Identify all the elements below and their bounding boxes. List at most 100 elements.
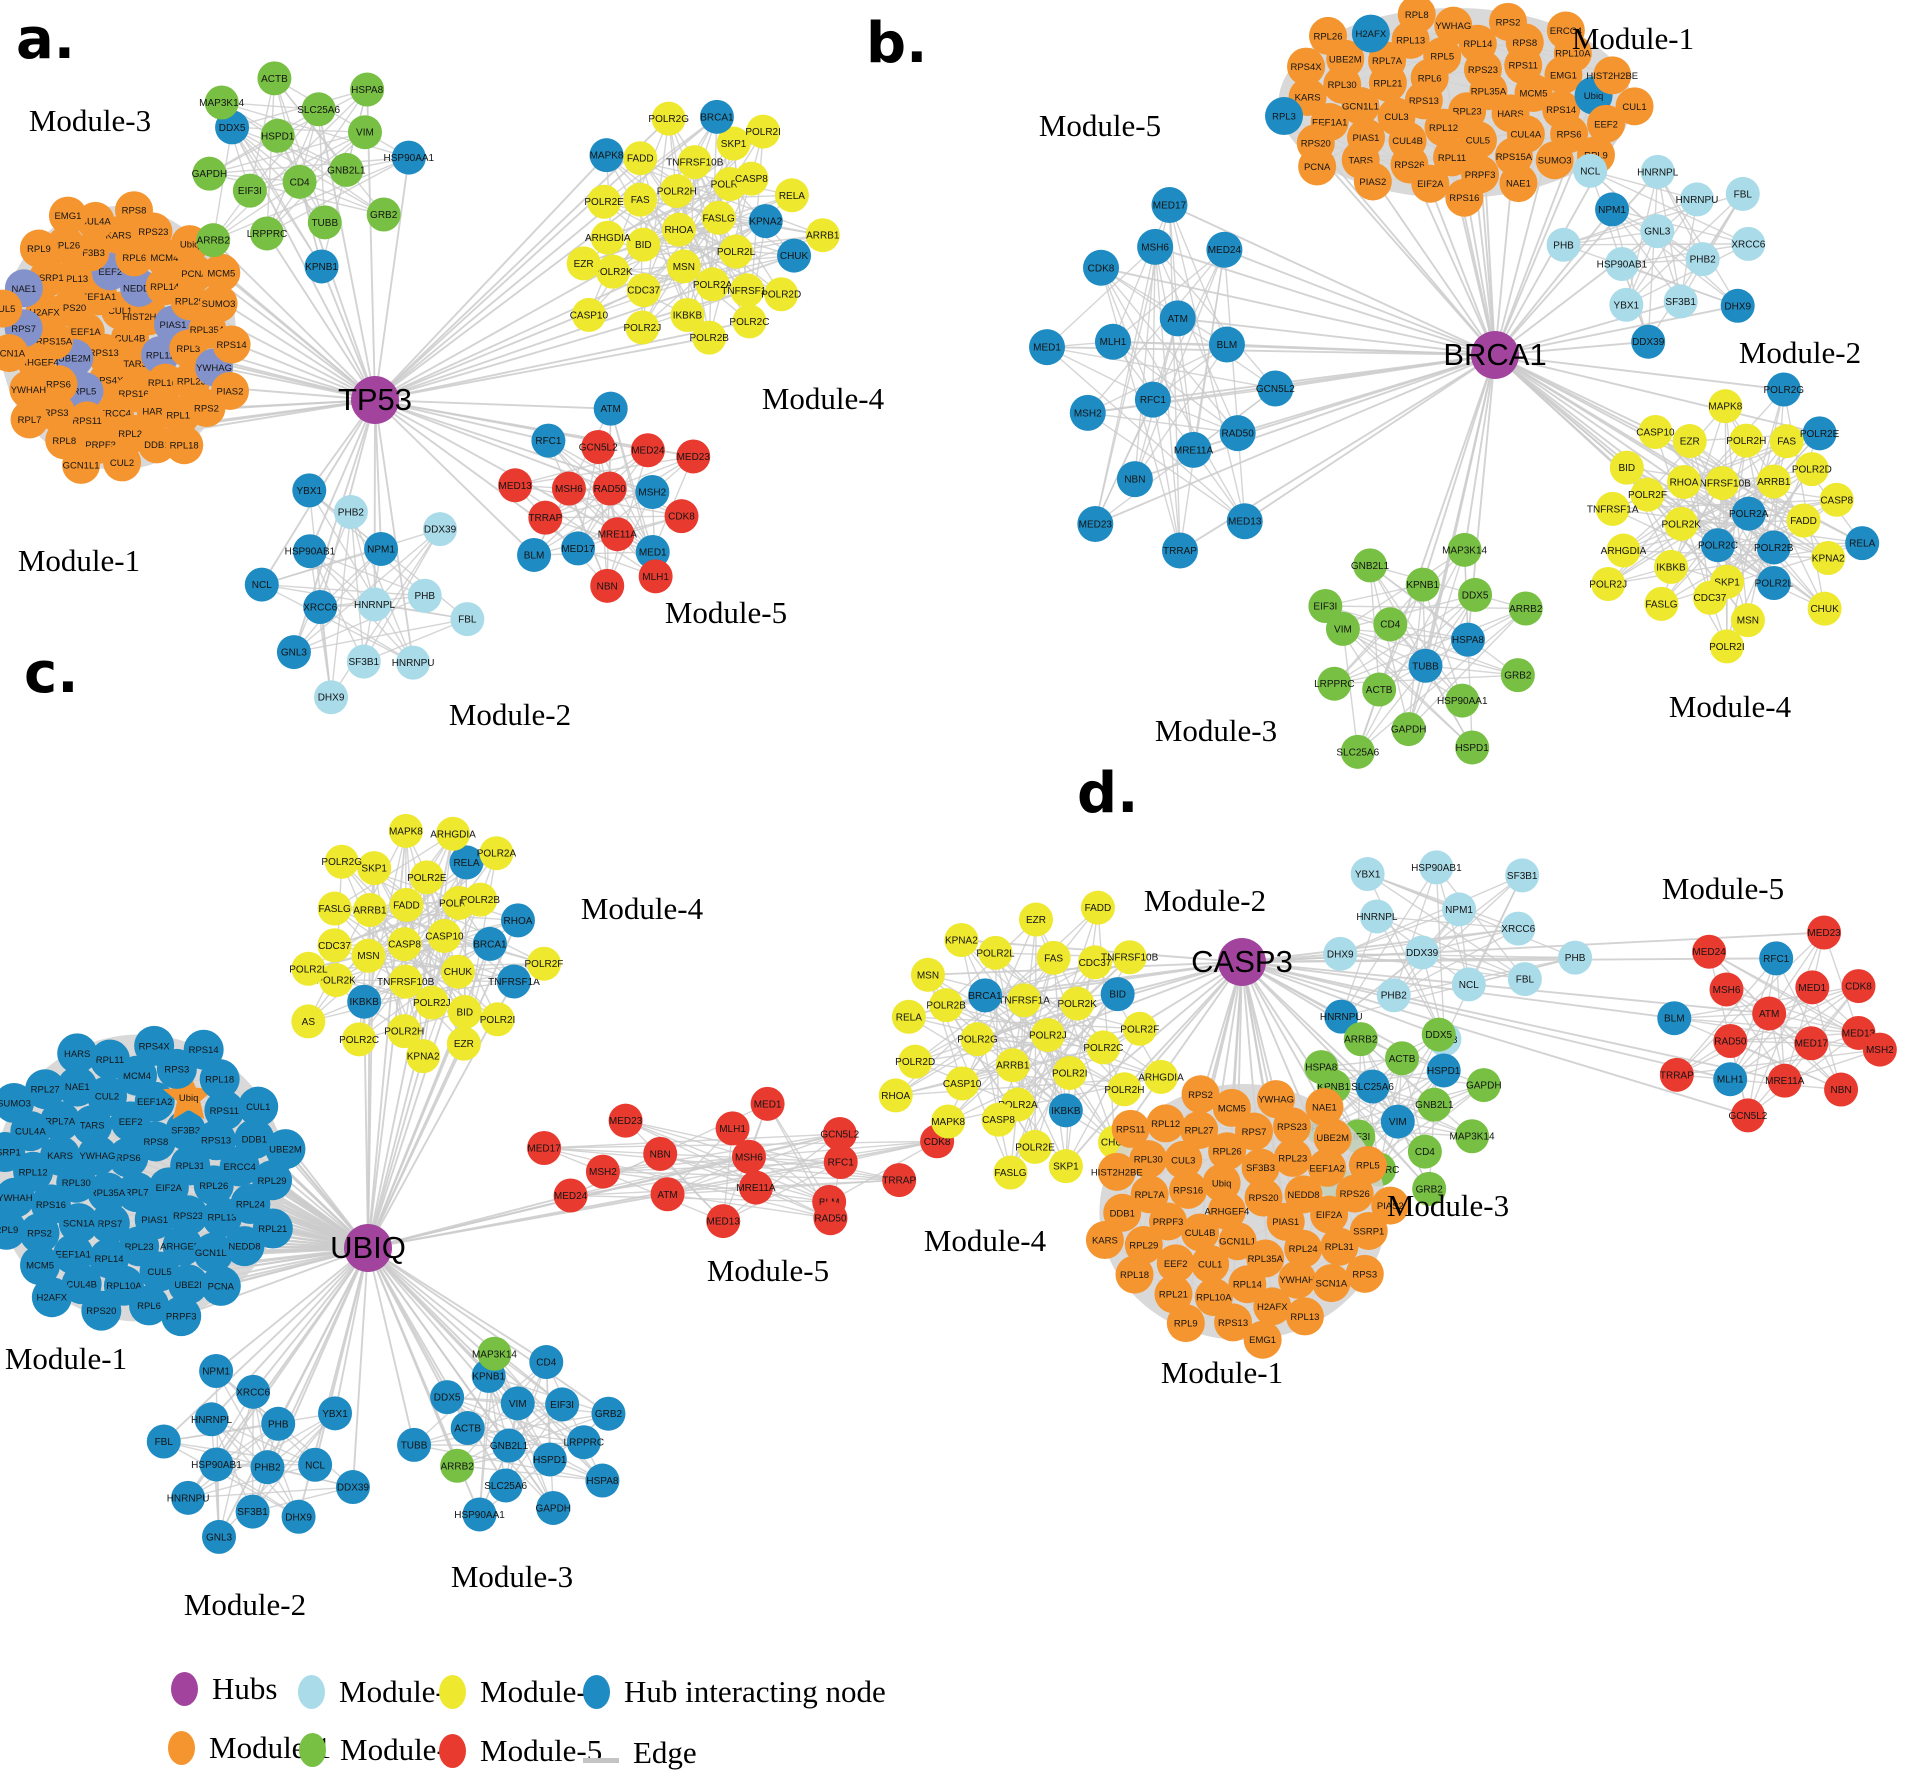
gene-node — [898, 1044, 933, 1079]
gene-node — [1298, 147, 1337, 186]
gene-node — [1285, 1297, 1324, 1336]
gene-node — [1353, 162, 1392, 201]
gene-node — [1159, 300, 1196, 337]
gene-node — [129, 1285, 170, 1326]
gene-node — [357, 851, 392, 886]
hub-circle — [1471, 331, 1519, 379]
gene-node — [1824, 1072, 1859, 1107]
gene-node — [19, 1213, 60, 1254]
hub-label: TP53 — [338, 382, 412, 417]
gene-node — [57, 1066, 98, 1107]
gene-node — [1657, 1001, 1692, 1036]
gene-node — [1351, 14, 1390, 53]
gene-node — [387, 927, 422, 962]
gene-node — [192, 156, 227, 191]
gene-node — [1709, 972, 1744, 1007]
gene-node — [1433, 138, 1472, 177]
hub-label: UBIQ — [330, 1230, 406, 1265]
module-label: Module-4 — [1669, 689, 1792, 724]
gene-node — [592, 471, 627, 506]
gene-node — [477, 1336, 512, 1371]
gene-node — [1348, 1146, 1387, 1185]
gene-node — [450, 602, 485, 637]
gene-node — [479, 836, 514, 871]
gene-node — [291, 951, 326, 986]
gene-node — [1284, 1229, 1323, 1268]
gene-node — [1359, 899, 1394, 934]
gene-node — [1376, 978, 1411, 1013]
gene-node — [1841, 969, 1876, 1004]
gene-node — [595, 254, 630, 289]
gene-node — [1766, 372, 1801, 407]
gene-node — [317, 891, 352, 926]
gene-node — [204, 1090, 245, 1131]
hub-circle — [1218, 938, 1266, 986]
gene-node — [1060, 986, 1095, 1021]
gene-node — [212, 325, 251, 364]
gene-node — [1206, 231, 1243, 268]
gene-node — [1373, 607, 1408, 642]
gene-node — [260, 118, 295, 153]
gene-node — [960, 1022, 995, 1057]
panel-d: DDX39NPM1NCLHNRNPLXRCC6PHB2HSP90AB1FBLDH… — [878, 761, 1897, 1390]
gene-node — [347, 115, 382, 150]
gene-node — [406, 1039, 441, 1074]
gene-node — [623, 141, 658, 176]
gene-node — [257, 61, 292, 96]
gene-node — [1323, 936, 1358, 971]
gene-node — [731, 1139, 766, 1174]
gene-node — [0, 1177, 35, 1218]
gene-node — [1312, 1264, 1351, 1303]
gene-node — [1630, 477, 1665, 512]
gene-node — [265, 1129, 306, 1170]
gene-node — [81, 1290, 122, 1331]
gene-node — [695, 267, 730, 302]
gene-node — [1191, 1244, 1230, 1283]
gene-node — [1447, 532, 1482, 567]
gene-node — [409, 860, 444, 895]
gene-node — [1451, 967, 1486, 1002]
gene-node — [1218, 1222, 1257, 1261]
gene-node — [732, 304, 767, 339]
gene-node — [1029, 329, 1066, 366]
gene-node — [1385, 1041, 1420, 1076]
gene-node — [1304, 1050, 1339, 1085]
panel-letter: c. — [24, 641, 78, 706]
gene-node — [1305, 1088, 1344, 1127]
gene-node — [1442, 892, 1477, 927]
gene-node — [553, 1178, 588, 1213]
gene-node — [134, 1025, 175, 1066]
gene-node — [1391, 712, 1426, 747]
gene-node — [1284, 1175, 1323, 1214]
gene-node — [430, 1380, 465, 1415]
gene-node — [397, 1427, 432, 1462]
gene-node — [1405, 567, 1440, 602]
gene-node — [719, 234, 754, 269]
gene-node — [1343, 1022, 1378, 1057]
gene-node — [748, 204, 783, 239]
gene-node — [291, 1004, 326, 1039]
gene-node — [659, 174, 694, 209]
gene-node — [587, 184, 622, 219]
gene-node — [276, 635, 311, 670]
gene-node — [193, 1232, 234, 1273]
gene-node — [1845, 526, 1880, 561]
gene-node — [347, 984, 382, 1019]
gene-node — [1501, 911, 1536, 946]
gene-node — [1807, 915, 1842, 950]
gene-node — [1720, 288, 1755, 323]
gene-node — [1107, 1072, 1142, 1107]
gene-node — [1862, 1032, 1897, 1067]
gene-node — [1355, 1069, 1390, 1104]
gene-node — [62, 445, 101, 484]
gene-node — [1077, 945, 1112, 980]
gene-node — [238, 1086, 279, 1127]
gene-node — [200, 1265, 241, 1306]
gene-node — [1731, 226, 1766, 261]
gene-node — [1161, 532, 1198, 569]
gene-node — [1353, 548, 1388, 583]
gene-node — [945, 1066, 980, 1101]
gene-node — [822, 1117, 857, 1152]
